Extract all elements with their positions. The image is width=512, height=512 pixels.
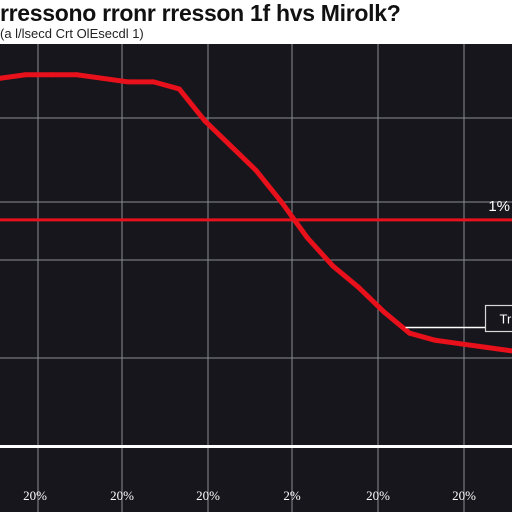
data-point bbox=[279, 199, 285, 205]
data-point bbox=[99, 75, 105, 81]
data-point bbox=[381, 309, 387, 315]
annotations: Trlek bbox=[405, 304, 512, 333]
data-point bbox=[227, 143, 233, 149]
data-point bbox=[202, 118, 208, 124]
chart-subtitle: (a l/lsecd Crt OlEsecdl 1) bbox=[0, 26, 144, 41]
line-chart: 1% Trlek 20% 20% 20% 2% 20% 20% bbox=[0, 44, 512, 512]
x-tick-label: 20% bbox=[452, 488, 476, 503]
data-point bbox=[432, 337, 438, 343]
data-point bbox=[74, 72, 80, 78]
x-tick-labels: 20% 20% 20% 2% 20% 20% bbox=[23, 488, 476, 503]
data-point bbox=[176, 86, 182, 92]
chart-title: rressono rronr rresson 1f hvs Mirolk? bbox=[0, 0, 401, 26]
x-tick-label: 20% bbox=[110, 488, 134, 503]
annotation-text: Trlek bbox=[500, 312, 512, 327]
data-point bbox=[125, 79, 131, 85]
chart-background bbox=[0, 44, 512, 512]
data-point bbox=[0, 75, 3, 81]
data-point bbox=[407, 330, 413, 336]
data-point bbox=[253, 167, 259, 173]
x-tick-label: 20% bbox=[366, 488, 390, 503]
data-point bbox=[151, 79, 157, 85]
x-tick-label: 2% bbox=[283, 488, 301, 503]
series-group bbox=[0, 72, 512, 354]
data-point bbox=[458, 341, 464, 347]
data-point bbox=[355, 284, 361, 290]
data-point bbox=[509, 348, 512, 354]
data-point bbox=[304, 235, 310, 241]
x-tick-label: 20% bbox=[23, 488, 47, 503]
annotation-box bbox=[484, 304, 512, 333]
data-point bbox=[483, 344, 489, 350]
reference-lines: 1% bbox=[0, 198, 512, 448]
reference-line-label: 1% bbox=[488, 198, 510, 215]
data-point bbox=[330, 263, 336, 269]
x-tick-label: 20% bbox=[196, 488, 220, 503]
data-point bbox=[23, 72, 29, 78]
data-point bbox=[48, 72, 54, 78]
